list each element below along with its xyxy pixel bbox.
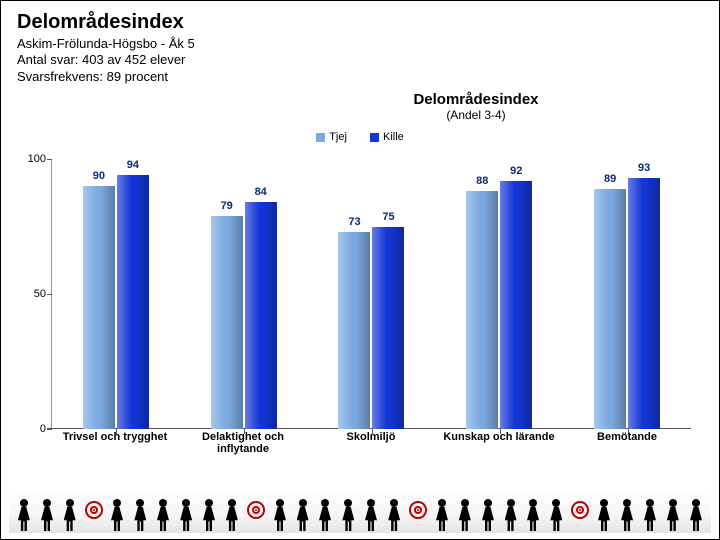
- bar: 88: [466, 191, 498, 429]
- bar: 84: [245, 202, 277, 429]
- x-label: Skolmiljö: [307, 431, 435, 455]
- target-icon: [247, 501, 265, 519]
- y-tick-label: 50: [12, 288, 46, 300]
- bar: 94: [117, 175, 149, 429]
- slide-frame: Delområdesindex Askim-Frölunda-Högsbo - …: [0, 0, 720, 540]
- bar: 79: [211, 216, 243, 429]
- person-icon: [434, 499, 450, 533]
- person-icon: [272, 499, 288, 533]
- header-block: Delområdesindex Askim-Frölunda-Högsbo - …: [17, 11, 703, 85]
- bar-groups: 90947984737588928993: [52, 159, 691, 429]
- chart-subtitle: (Andel 3-4): [351, 108, 601, 122]
- bar: 89: [594, 189, 626, 429]
- footer-silhouettes: [9, 489, 711, 533]
- legend-item-tjej: Tjej: [316, 131, 347, 143]
- person-icon: [480, 499, 496, 533]
- bar-value-label: 73: [338, 216, 370, 228]
- target-icon: [571, 501, 589, 519]
- person-icon: [39, 499, 55, 533]
- x-label: Delaktighet och inflytande: [179, 431, 307, 455]
- bar-value-label: 90: [83, 170, 115, 182]
- person-icon: [109, 499, 125, 533]
- legend-swatch-kille: [370, 133, 379, 142]
- bar-value-label: 84: [245, 186, 277, 198]
- person-icon: [62, 499, 78, 533]
- y-tick-mark: [47, 429, 52, 430]
- person-icon: [201, 499, 217, 533]
- person-icon: [295, 499, 311, 533]
- x-labels-row: Trivsel och trygghetDelaktighet och infl…: [51, 431, 691, 455]
- person-icon: [340, 499, 356, 533]
- y-tick-mark: [47, 294, 52, 295]
- x-label: Kunskap och lärande: [435, 431, 563, 455]
- legend: Tjej Kille: [1, 131, 719, 145]
- y-tick-label: 100: [12, 153, 46, 165]
- legend-swatch-tjej: [316, 133, 325, 142]
- bar: 92: [500, 181, 532, 429]
- legend-item-kille: Kille: [370, 131, 404, 143]
- subtitle-line-3: Svarsfrekvens: 89 procent: [17, 69, 703, 85]
- bar-value-label: 89: [594, 173, 626, 185]
- chart-title: Delområdesindex: [351, 91, 601, 108]
- subtitle-line-1: Askim-Frölunda-Högsbo - Åk 5: [17, 36, 703, 52]
- bar-value-label: 94: [117, 159, 149, 171]
- bar-group: 7984: [180, 159, 308, 429]
- person-icon: [317, 499, 333, 533]
- subtitle-line-2: Antal svar: 403 av 452 elever: [17, 52, 703, 68]
- bar-group: 9094: [52, 159, 180, 429]
- bar-group: 8993: [563, 159, 691, 429]
- bar: 75: [372, 227, 404, 430]
- person-icon: [665, 499, 681, 533]
- person-icon: [363, 499, 379, 533]
- x-label: Bemötande: [563, 431, 691, 455]
- chart-title-block: Delområdesindex (Andel 3-4): [351, 91, 601, 122]
- page-title: Delområdesindex: [17, 11, 703, 34]
- y-tick-mark: [47, 159, 52, 160]
- person-icon: [619, 499, 635, 533]
- person-icon: [596, 499, 612, 533]
- legend-label-tjej: Tjej: [329, 131, 347, 143]
- person-icon: [548, 499, 564, 533]
- bar-group: 7375: [308, 159, 436, 429]
- legend-label-kille: Kille: [383, 131, 404, 143]
- bar: 73: [338, 232, 370, 429]
- person-icon: [132, 499, 148, 533]
- person-icon: [224, 499, 240, 533]
- x-label: Trivsel och trygghet: [51, 431, 179, 455]
- person-icon: [525, 499, 541, 533]
- plot-area: 90947984737588928993 050100: [51, 159, 691, 429]
- bar-value-label: 93: [628, 162, 660, 174]
- person-icon: [155, 499, 171, 533]
- person-icon: [503, 499, 519, 533]
- person-icon: [457, 499, 473, 533]
- person-icon: [642, 499, 658, 533]
- bar-value-label: 75: [372, 211, 404, 223]
- bar: 93: [628, 178, 660, 429]
- target-icon: [85, 501, 103, 519]
- target-icon: [409, 501, 427, 519]
- person-icon: [386, 499, 402, 533]
- bar-value-label: 92: [500, 165, 532, 177]
- person-icon: [16, 499, 32, 533]
- bar-value-label: 88: [466, 175, 498, 187]
- y-tick-label: 0: [12, 423, 46, 435]
- bar-value-label: 79: [211, 200, 243, 212]
- person-icon: [688, 499, 704, 533]
- person-icon: [178, 499, 194, 533]
- bar: 90: [83, 186, 115, 429]
- bar-group: 8892: [435, 159, 563, 429]
